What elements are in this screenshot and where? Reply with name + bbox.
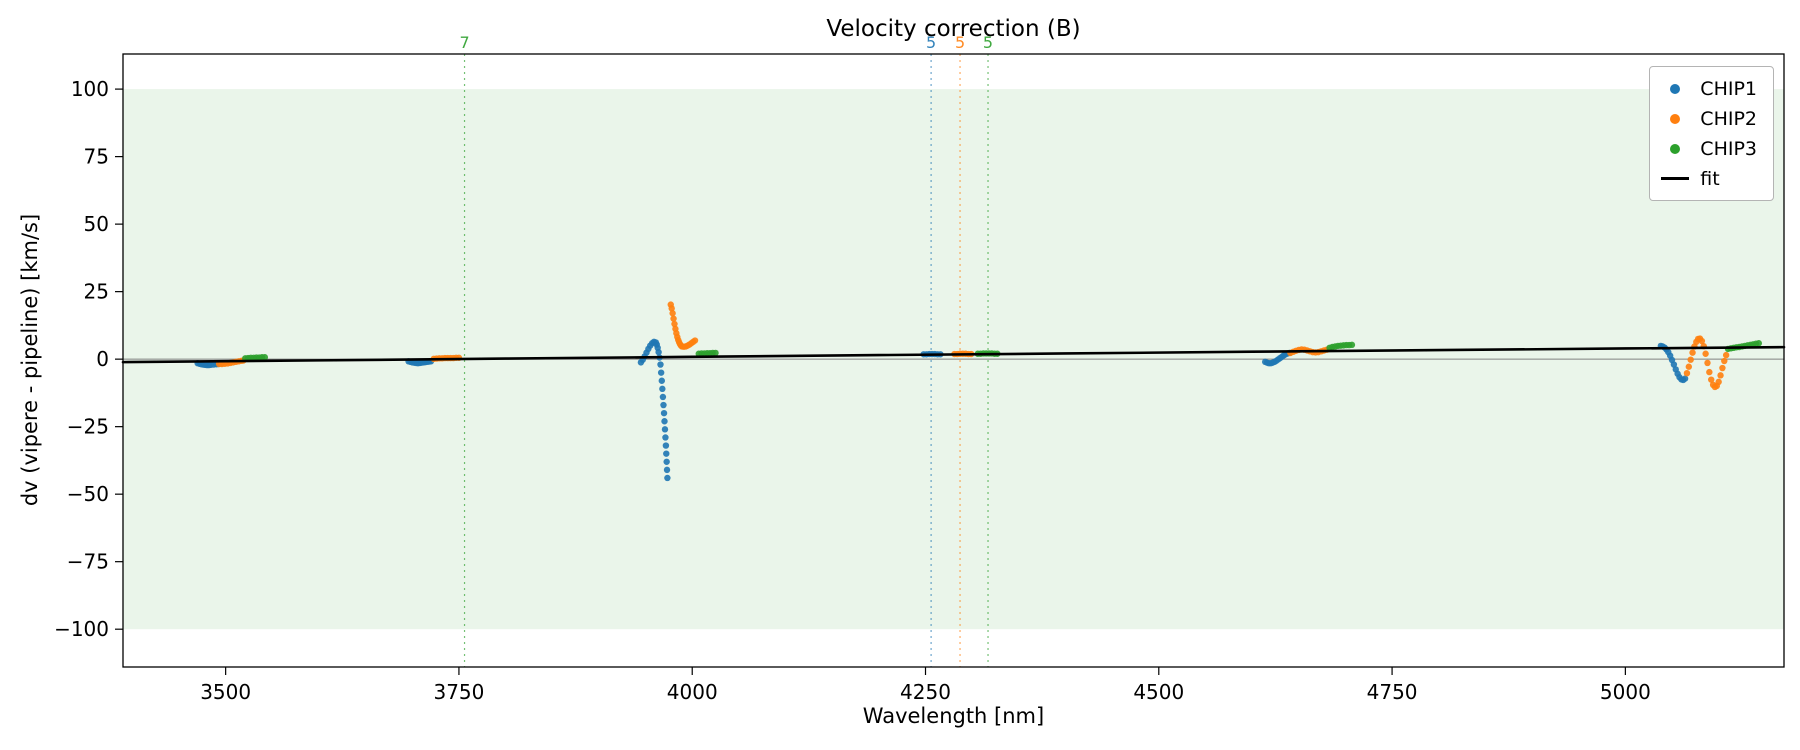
y-tick-label: −100 bbox=[54, 617, 109, 641]
chip2-marker-icon bbox=[1660, 113, 1690, 124]
y-tick-label: 25 bbox=[84, 280, 109, 304]
legend-item-fit: fit bbox=[1660, 165, 1757, 192]
vline-label: 5 bbox=[926, 33, 936, 52]
x-axis-label: Wavelength [nm] bbox=[862, 704, 1045, 728]
fit-line bbox=[121, 345, 1786, 364]
y-tick-label: 50 bbox=[84, 212, 109, 236]
legend-item-chip2: CHIP2 bbox=[1660, 105, 1757, 132]
y-tick-label: −75 bbox=[67, 550, 109, 574]
vline-label: 5 bbox=[983, 33, 993, 52]
legend-item-chip1: CHIP1 bbox=[1660, 75, 1757, 102]
y-tick-label: −25 bbox=[67, 415, 109, 439]
legend-label-chip2: CHIP2 bbox=[1700, 107, 1757, 130]
chip1-marker-icon bbox=[1660, 83, 1690, 94]
x-tick-label: 3500 bbox=[200, 680, 251, 704]
vline-label: 7 bbox=[459, 33, 469, 52]
chip3-marker-icon bbox=[1660, 143, 1690, 154]
x-tick-label: 4000 bbox=[667, 680, 718, 704]
y-tick-label: 0 bbox=[96, 347, 109, 371]
legend-item-chip3: CHIP3 bbox=[1660, 135, 1757, 162]
axes-spines bbox=[122, 53, 1785, 668]
legend-label-chip3: CHIP3 bbox=[1700, 137, 1757, 160]
x-tick-label: 4750 bbox=[1367, 680, 1418, 704]
x-tick-label: 4500 bbox=[1133, 680, 1184, 704]
y-tick-label: 75 bbox=[84, 145, 109, 169]
y-tick-label: −50 bbox=[67, 482, 109, 506]
x-tick-label: 3750 bbox=[433, 680, 484, 704]
legend: CHIP1 CHIP2 CHIP3 fit bbox=[1649, 66, 1774, 201]
chart-title: Velocity correction (B) bbox=[826, 16, 1081, 42]
y-tick-label: 100 bbox=[71, 77, 109, 101]
vline-label: 5 bbox=[955, 33, 965, 52]
x-tick-label: 4250 bbox=[900, 680, 951, 704]
fit-line-icon bbox=[1660, 177, 1690, 180]
legend-label-chip1: CHIP1 bbox=[1700, 77, 1757, 100]
legend-label-fit: fit bbox=[1700, 167, 1720, 190]
y-axis-label: dv (vipere - pipeline) [km/s] bbox=[18, 213, 42, 507]
x-tick-label: 5000 bbox=[1600, 680, 1651, 704]
